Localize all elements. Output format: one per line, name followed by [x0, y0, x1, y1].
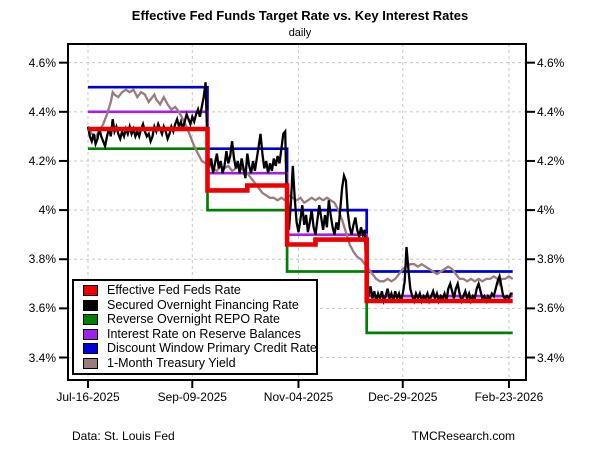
series-line-1-month-treasury-yield	[86, 88, 514, 287]
y-axis-tick-label-right: 3.4%	[537, 350, 565, 365]
y-axis-tick-label-left: 3.8%	[28, 252, 56, 267]
data-source-text: Data: St. Louis Fed	[72, 429, 175, 443]
x-axis-tick-label: Feb-23-2026	[474, 390, 544, 404]
legend-label: 1-Month Treasury Yield	[107, 355, 236, 370]
plot-border	[67, 43, 527, 381]
legend-swatch-secured-overnight-financing-rate	[83, 299, 98, 311]
legend-label: Discount Window Primary Credit Rate	[107, 341, 317, 356]
legend-item-interest-rate-on-reserve-balances: Interest Rate on Reserve Balances	[74, 327, 316, 341]
y-axis-tick-label-right: 4%	[537, 203, 555, 218]
series-line-secured-overnight-financing-rate	[86, 82, 513, 306]
y-axis-tick-label-left: 3.6%	[28, 301, 56, 316]
y-axis-tick-label-left: 4.4%	[28, 104, 56, 119]
legend-label: Secured Overnight Financing Rate	[107, 297, 299, 312]
website-text: TMCResearch.com	[411, 429, 515, 443]
legend-swatch-effective-fed-feds-rate	[83, 285, 98, 297]
y-axis-tick-label-right: 4.6%	[537, 55, 565, 70]
y-axis-tick-label-left: 4.2%	[28, 153, 56, 168]
legend-item-reverse-overnight-repo-rate: Reverse Overnight REPO Rate	[74, 313, 316, 327]
legend-item-secured-overnight-financing-rate: Secured Overnight Financing Rate	[74, 298, 316, 312]
legend-label: Reverse Overnight REPO Rate	[107, 312, 280, 327]
legend-swatch-discount-window-primary-credit-rate	[83, 343, 98, 355]
y-axis-tick-label-left: 4%	[38, 203, 56, 218]
y-axis-tick-label-right: 3.6%	[537, 301, 565, 316]
legend-item-effective-fed-feds-rate: Effective Fed Feds Rate	[74, 284, 316, 298]
x-axis-tick-label: Dec-29-2025	[368, 390, 438, 404]
legend-item-1-month-treasury-yield: 1-Month Treasury Yield	[74, 356, 316, 370]
legend-swatch-interest-rate-on-reserve-balances	[83, 328, 98, 340]
x-axis-tick-label: Nov-04-2025	[263, 390, 334, 404]
legend: Effective Fed Feds Rate Secured Overnight…	[72, 279, 318, 375]
x-axis-tick-label: Sep-09-2025	[157, 390, 227, 404]
legend-label: Interest Rate on Reserve Balances	[107, 326, 301, 341]
series-line-effective-fed-feds-rate	[88, 126, 513, 304]
y-axis-tick-label-right: 3.8%	[537, 252, 565, 267]
legend-label: Effective Fed Feds Rate	[107, 283, 241, 298]
y-axis-tick-label-right: 4.2%	[537, 153, 565, 168]
legend-swatch-reverse-overnight-repo-rate	[83, 314, 98, 326]
y-axis-tick-label-left: 3.4%	[28, 350, 56, 365]
chart-title: Effective Fed Funds Target Rate vs. Key …	[131, 8, 469, 23]
y-axis-tick-label-right: 4.4%	[537, 104, 565, 119]
legend-item-discount-window-primary-credit-rate: Discount Window Primary Credit Rate	[74, 341, 317, 356]
x-axis-tick-label: Jul-16-2025	[56, 390, 120, 404]
y-axis-tick-label-left: 4.6%	[28, 55, 56, 70]
legend-swatch-1-month-treasury-yield	[83, 357, 98, 369]
chart-subtitle: daily	[288, 27, 312, 39]
